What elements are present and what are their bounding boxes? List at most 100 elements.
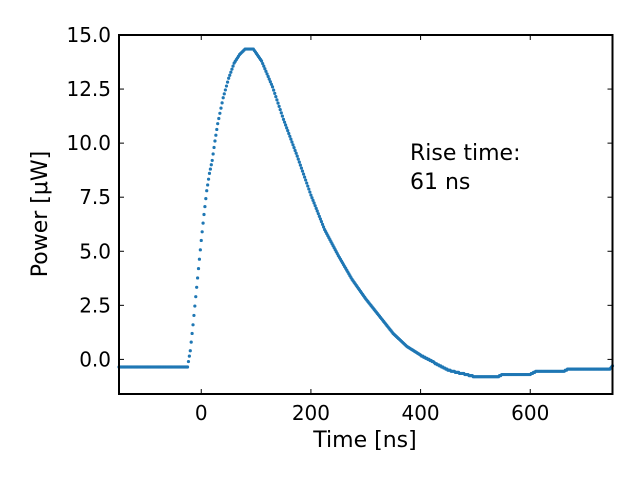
data-point — [273, 91, 277, 95]
data-point — [224, 84, 229, 88]
data-point — [285, 126, 289, 130]
data-series — [117, 47, 615, 379]
data-point — [216, 122, 220, 126]
data-point — [304, 178, 308, 182]
data-point — [287, 131, 291, 136]
x-axis-label: Time [ns] — [312, 428, 416, 453]
axis-ticks: 0 200 400 600 0.0 2.5 5.0 7.5 10.0 12.5 15.0 — [66, 23, 613, 425]
data-point — [274, 95, 278, 99]
data-point — [282, 120, 287, 124]
data-point — [199, 238, 203, 243]
data-point — [215, 127, 219, 132]
data-point — [230, 67, 234, 71]
data-point — [278, 108, 282, 112]
data-point — [190, 331, 194, 336]
data-point — [281, 117, 286, 121]
data-point — [221, 96, 225, 100]
data-point — [284, 123, 288, 127]
data-point — [219, 106, 223, 110]
data-point — [231, 64, 235, 68]
data-point — [293, 148, 297, 153]
y-tick-label: 0.0 — [79, 347, 111, 371]
data-point — [223, 88, 227, 92]
data-point — [202, 212, 206, 217]
data-point — [315, 209, 319, 213]
data-point — [203, 204, 207, 209]
data-point — [204, 197, 208, 201]
data-point — [187, 354, 191, 358]
data-point — [268, 80, 272, 84]
data-point — [213, 139, 217, 143]
data-point — [220, 101, 224, 105]
data-point — [296, 157, 300, 161]
data-point — [265, 72, 269, 76]
x-tick-label: 200 — [292, 401, 330, 425]
data-point — [316, 212, 320, 216]
data-point — [195, 276, 200, 280]
data-point — [200, 230, 204, 234]
data-point — [319, 220, 324, 224]
data-point — [267, 77, 271, 81]
data-point — [298, 163, 302, 167]
data-point — [302, 175, 307, 179]
data-point — [318, 217, 323, 221]
annotation-line-1: Rise time: — [410, 141, 521, 166]
data-point — [291, 143, 295, 147]
data-point — [320, 222, 325, 226]
data-point — [288, 134, 292, 138]
data-point — [192, 313, 196, 318]
data-point — [196, 266, 201, 271]
data-point — [299, 166, 304, 170]
data-point — [189, 340, 193, 344]
plot-frame — [118, 34, 614, 395]
data-point — [308, 190, 312, 194]
data-point — [301, 172, 306, 176]
data-point — [205, 189, 209, 193]
data-point — [212, 145, 216, 150]
data-point — [194, 295, 198, 299]
data-point — [310, 196, 314, 200]
data-point — [197, 257, 202, 261]
data-point — [314, 206, 318, 210]
data-point — [206, 177, 211, 181]
y-tick-label: 5.0 — [79, 239, 111, 263]
x-tick-label: 400 — [401, 401, 439, 425]
data-point — [208, 167, 212, 171]
annotation-line-2: 61 ns — [410, 170, 470, 195]
x-tick-label: 600 — [511, 401, 549, 425]
data-point — [259, 59, 264, 63]
data-point — [280, 114, 284, 118]
data-point — [227, 76, 231, 80]
data-point — [262, 64, 266, 68]
data-point — [188, 349, 192, 353]
data-point — [275, 98, 279, 102]
data-point — [270, 85, 275, 89]
data-point — [286, 129, 290, 133]
data-point — [294, 151, 298, 155]
data-point — [290, 140, 294, 144]
data-point — [289, 137, 293, 141]
data-point — [317, 214, 321, 218]
data-point — [277, 104, 281, 108]
data-point — [218, 111, 222, 115]
data-point — [210, 158, 214, 163]
data-point — [193, 304, 197, 308]
data-point — [191, 323, 195, 327]
data-point — [186, 359, 191, 364]
data-point — [261, 61, 265, 66]
data-point — [264, 69, 268, 73]
data-point — [313, 204, 317, 208]
x-tick-label: 0 — [195, 401, 208, 425]
data-point — [263, 67, 267, 71]
y-axis-label: Power [μW] — [28, 151, 53, 277]
data-point — [209, 163, 213, 167]
data-point — [198, 248, 202, 252]
data-point — [206, 183, 210, 187]
data-point — [217, 116, 221, 121]
data-point — [195, 285, 199, 289]
data-point — [225, 80, 230, 84]
data-point — [229, 70, 233, 74]
data-point — [211, 152, 215, 156]
data-point — [312, 201, 316, 205]
data-point — [300, 169, 305, 173]
